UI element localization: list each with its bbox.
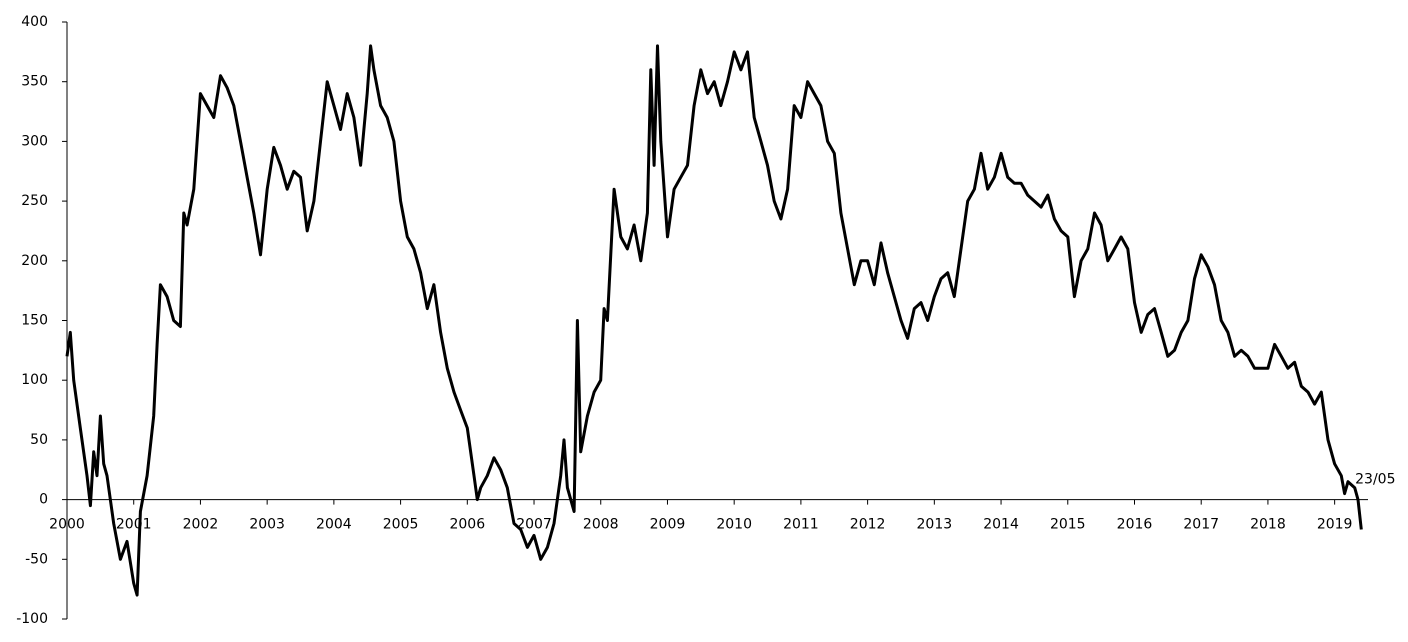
y-tick-label: 100 bbox=[21, 372, 48, 388]
x-tick-label: 2014 bbox=[983, 517, 1019, 533]
y-tick-label: 50 bbox=[30, 432, 48, 448]
y-tick-label: 300 bbox=[21, 133, 48, 149]
x-tick-label: 2011 bbox=[783, 517, 819, 533]
line bbox=[65, 44, 1363, 597]
x-tick-label: 2004 bbox=[316, 517, 352, 533]
x-tick-label: 2009 bbox=[650, 517, 686, 533]
x-tick-label: 2007 bbox=[516, 517, 552, 533]
y-tick-label: 150 bbox=[21, 313, 48, 329]
y-tick-label: 400 bbox=[21, 14, 48, 30]
y-tick-label: -50 bbox=[25, 551, 48, 567]
x-tick-label: 2018 bbox=[1250, 517, 1286, 533]
x-tick-label: 2005 bbox=[383, 517, 419, 533]
x-tick-label: 2006 bbox=[449, 517, 485, 533]
x-tick-label: 2013 bbox=[917, 517, 953, 533]
y-tick-label: -100 bbox=[16, 611, 48, 627]
x-tick-label: 2012 bbox=[850, 517, 886, 533]
x-tick-label: 2001 bbox=[116, 517, 152, 533]
x-tick-label: 2017 bbox=[1183, 517, 1219, 533]
y-tick-label: 0 bbox=[39, 492, 48, 508]
x-tick-label: 2019 bbox=[1317, 517, 1353, 533]
x-tick-label: 2015 bbox=[1050, 517, 1086, 533]
x-tick-label: 2000 bbox=[49, 517, 85, 533]
x-tick-label: 2003 bbox=[249, 517, 285, 533]
x-tick-label: 2002 bbox=[183, 517, 219, 533]
y-tick-label: 250 bbox=[21, 193, 48, 209]
y-tick-label: 350 bbox=[21, 74, 48, 90]
x-tick-label: 2016 bbox=[1117, 517, 1153, 533]
x-tick-label: 2008 bbox=[583, 517, 619, 533]
annotation: 23/05 bbox=[1355, 471, 1395, 487]
y-tick-label: 200 bbox=[21, 253, 48, 269]
x-tick-label: 2010 bbox=[716, 517, 752, 533]
